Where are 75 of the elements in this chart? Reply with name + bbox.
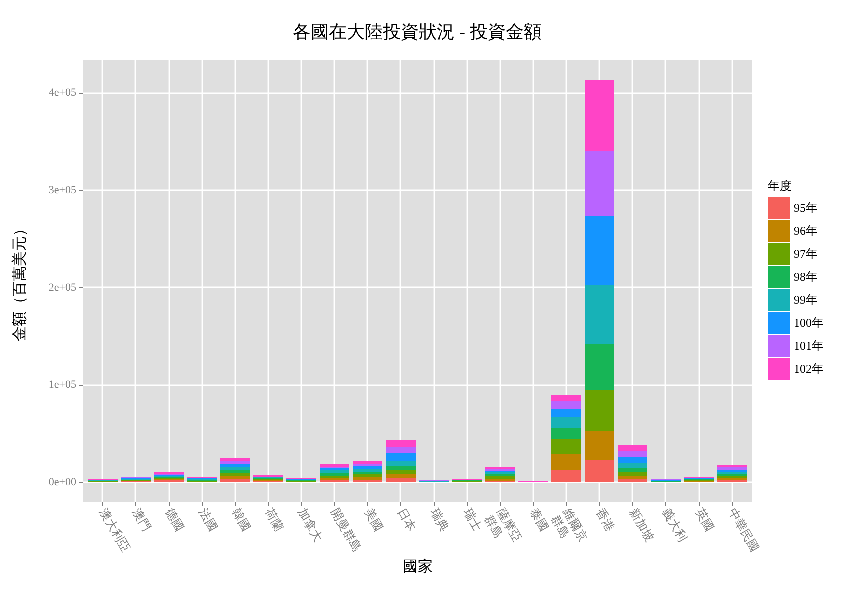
bar (552, 470, 582, 482)
bar (386, 470, 416, 474)
bar (584, 431, 615, 461)
bar (618, 478, 648, 482)
x-tick-label: 英國 (692, 506, 718, 534)
bar (220, 476, 250, 479)
bar (485, 476, 516, 479)
bar (584, 344, 615, 390)
bar (552, 401, 582, 409)
legend-label: 98年 (794, 270, 818, 284)
legend-label: 99年 (794, 293, 818, 307)
x-tick-label: 韓國 (229, 506, 254, 534)
x-tick-label: 日本 (394, 506, 420, 534)
legend-title: 年度 (768, 179, 792, 193)
bar (618, 458, 648, 464)
y-tick-label: 4e+05 (48, 87, 77, 100)
x-tick-label: 香港 (594, 506, 618, 534)
x-tick-label: 中華民國 (726, 506, 762, 555)
bar (552, 454, 582, 470)
bar (386, 474, 416, 478)
bar (584, 390, 615, 432)
bar (320, 464, 350, 468)
y-tick-label: 3e+05 (48, 184, 77, 197)
bar (552, 439, 582, 455)
legend-label: 95年 (794, 201, 818, 215)
bar (352, 474, 383, 478)
bar (552, 408, 582, 418)
bar (352, 466, 383, 470)
legend-label: 101年 (794, 339, 824, 353)
legend-label: 97年 (794, 247, 818, 261)
bar (552, 418, 582, 428)
bar (386, 440, 416, 447)
bar (618, 463, 648, 468)
bar (320, 470, 350, 474)
x-tick-label: 法國 (196, 506, 220, 534)
bar (220, 478, 250, 482)
y-tick-label: 2e+05 (48, 282, 77, 294)
x-tick-label: 新加坡 (626, 506, 657, 544)
x-tick-label: 瑞典 (428, 506, 452, 534)
legend-label: 102年 (794, 362, 824, 376)
bar (220, 458, 250, 462)
bar (618, 472, 648, 476)
bar (320, 473, 350, 476)
bar (618, 452, 648, 458)
bar (552, 395, 582, 402)
bar (220, 470, 250, 474)
bar (584, 80, 615, 152)
legend-label: 100年 (794, 316, 824, 330)
x-axis-title: 國家 (403, 558, 433, 576)
bar (386, 454, 416, 462)
bar (584, 460, 615, 482)
bar (584, 151, 615, 216)
bar (584, 285, 615, 345)
bar (618, 476, 648, 479)
x-tick-label: 加拿大 (296, 506, 326, 544)
y-axis-title: 金額（百萬美元） (12, 222, 28, 342)
bar (584, 216, 615, 286)
x-tick-label: 荷蘭 (262, 506, 287, 534)
bar (552, 428, 582, 440)
legend-label: 96年 (794, 224, 818, 238)
bar (220, 464, 250, 468)
bar (220, 461, 250, 464)
chart-title: 各國在大陸投資狀況 - 投資金額 (293, 22, 542, 42)
x-tick-label: 義大利 (660, 506, 690, 544)
bar (352, 461, 383, 464)
bar (352, 477, 383, 480)
bar (386, 446, 416, 454)
y-tick-label: 0e+00 (48, 476, 77, 488)
bar (220, 473, 250, 476)
bar (386, 466, 416, 470)
x-tick-label: 德國 (163, 506, 188, 534)
y-tick-label: 1e+05 (48, 379, 77, 392)
bar (618, 444, 648, 452)
bar (386, 461, 416, 466)
bar (386, 478, 416, 482)
